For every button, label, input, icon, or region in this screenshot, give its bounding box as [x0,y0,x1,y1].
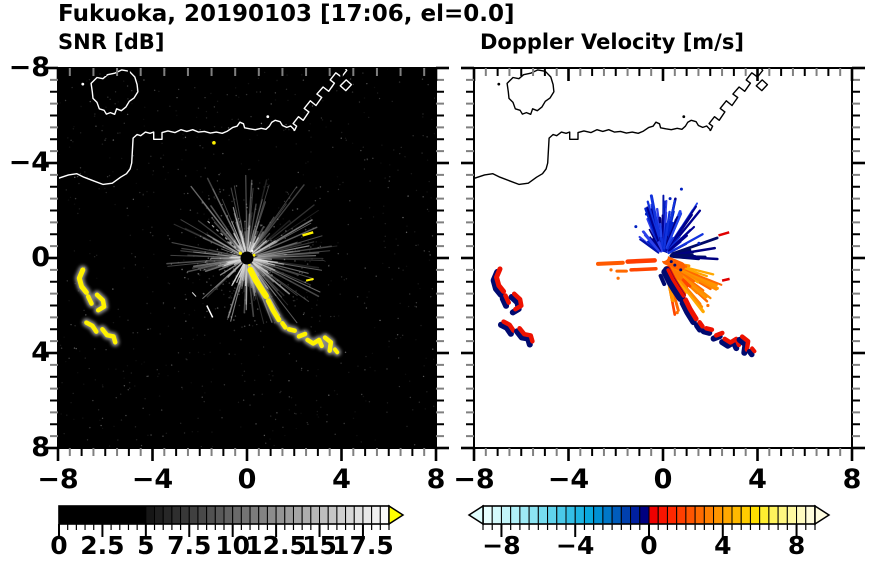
snr-clutter-fan [166,174,338,325]
vel-data-layer [474,68,769,358]
snr-x-axis-label: 4 [332,464,351,495]
snr-colorbar-label: 5 [137,531,155,560]
snr-panel-title: SNR [dB] [58,30,165,54]
snr-colorbar-label: 0 [50,531,68,560]
vel-negative-fan [634,187,719,261]
snr-colorbar-label: 12.5 [245,531,307,560]
vel-underflow-arrow [467,504,484,526]
vel-x-axis-label: 8 [842,464,862,495]
snr-x-axis-label: 8 [426,464,446,495]
vel-colorbar-label: −8 [482,531,521,560]
y-axis-label: −4 [8,147,50,178]
vel-x-axis-label: −8 [453,464,495,495]
figure-title: Fukuoka, 20190103 [17:06, el=0.0] [58,1,515,27]
snr-x-axis-label: −8 [37,464,79,495]
snr-colorbar-label: 17.5 [332,531,394,560]
snr-colorbar [58,504,405,537]
vel-x-axis-label: 4 [748,464,767,495]
snr-colorbar-label: 7.5 [167,531,212,560]
vel-echo-blobs [490,265,757,358]
vel-panel-title: Doppler Velocity [m/s] [480,30,744,54]
vel-overflow-arrow [814,504,831,526]
snr-high-echoes [76,266,340,355]
radar-site-center [238,249,256,267]
vel-colorbar-label: 8 [787,531,806,560]
vel-colorbar [467,504,831,537]
panel-frame-ticks [461,66,865,461]
vel-x-axis-label: −4 [547,464,590,495]
y-axis-label: 8 [31,432,50,463]
snr-overflow-arrow [388,504,405,526]
snr-colorbar-label: 10 [215,531,251,560]
vel-colorbar-label: −4 [556,531,595,560]
coastline-map [58,68,353,186]
coastline-map [474,68,769,186]
panel-frame-ticks [45,66,449,461]
snr-data-layer [58,68,436,448]
vel-panel [461,66,865,461]
snr-colorbar-label: 15 [302,531,337,560]
y-axis-label: 4 [31,337,50,368]
snr-colorbar-label: 2.5 [80,531,125,560]
vel-colorbar-label: 4 [714,531,732,560]
snr-x-axis-label: 0 [237,464,257,495]
y-axis-label: 0 [31,242,50,273]
snr-panel [45,66,449,461]
radar-site-center [658,252,668,262]
vel-x-axis-label: 0 [653,464,673,495]
y-axis-label: −8 [8,52,50,83]
snr-x-axis-label: −4 [131,464,174,495]
vel-colorbar-label: 0 [640,531,658,560]
